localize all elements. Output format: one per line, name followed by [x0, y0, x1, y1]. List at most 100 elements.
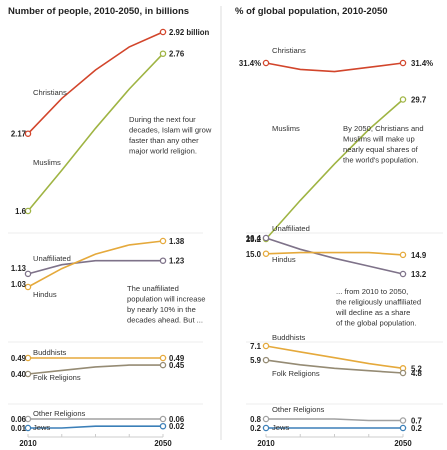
point-muslims-2050	[159, 50, 167, 57]
data-label-folk-religions-start: 0.40	[11, 370, 27, 379]
series-label-jews: Jews	[272, 423, 290, 432]
series-line-unaffiliated	[27, 259, 163, 275]
series-label-hindus: Hindus	[272, 255, 296, 264]
annotation-line: decades ahead. But ...	[127, 316, 203, 325]
chart-title-1: Number of people, 2010-2050, in billions	[8, 6, 189, 17]
point-muslims-2050	[399, 96, 407, 103]
annotation-line: Muslims will make up	[343, 135, 415, 144]
series-label-unaffiliated: Unaffiliated	[272, 224, 310, 233]
data-label-unaffiliated-start: 1.13	[11, 264, 27, 273]
x-tick-label-end: 2050	[394, 439, 412, 448]
series-line-folk-religions	[27, 364, 163, 375]
point-hindus-2050	[399, 251, 407, 259]
data-label-muslims-end: 2.76	[169, 50, 185, 59]
point-hindus-2010	[262, 250, 270, 257]
data-label-unaffiliated-end: 1.23	[169, 257, 185, 266]
series-line-hindus	[27, 240, 164, 288]
data-label-unaffiliated-start: 16.4	[246, 234, 262, 243]
x-tick-label-start: 2010	[19, 439, 37, 448]
annotation-line: the world's population.	[343, 156, 418, 165]
data-label-jews-start: 0.01	[11, 424, 27, 433]
data-label-folk-religions-start: 5.9	[250, 356, 262, 365]
annotation-line: faster than any other	[129, 136, 199, 145]
point-christians-2010	[262, 59, 270, 67]
data-label-hindus-start: 15.0	[246, 250, 262, 259]
data-label-christians-start: 2.17	[11, 130, 26, 139]
series-label-buddhists: Buddhists	[33, 348, 67, 357]
annotation-line: of the global population.	[336, 319, 417, 328]
x-tick-label-start: 2010	[257, 439, 275, 448]
data-label-other-religions-start: 0.8	[250, 415, 262, 424]
point-folk-religions-2010	[262, 356, 270, 364]
point-unaffiliated-2010	[262, 234, 270, 242]
annotation-1-1: During the next four decades, Islam will …	[129, 115, 212, 156]
data-label-buddhists-end: 5.2	[411, 364, 423, 373]
series-label-christians: Christians	[33, 88, 67, 97]
point-folk-religions-2050	[159, 361, 167, 369]
point-jews-2010	[262, 424, 270, 432]
series-line-hindus	[265, 251, 404, 256]
series-line-christians	[27, 31, 164, 135]
data-label-christians-start: 31.4%	[239, 59, 261, 68]
series-label-christians: Christians	[272, 46, 306, 55]
unit-suffix: billion	[184, 28, 209, 37]
point-jews-2050	[399, 424, 407, 432]
data-label-jews-start: 0.2	[250, 424, 262, 433]
series-line-unaffiliated	[265, 237, 404, 275]
point-unaffiliated-2010	[24, 270, 32, 278]
annotation-1-2: The unaffiliated population will increase…	[127, 284, 206, 325]
data-label-unaffiliated-end: 13.2	[411, 270, 427, 279]
point-jews-2010	[24, 424, 32, 432]
annotation-line: decades, Islam will grow	[129, 126, 212, 135]
data-label-folk-religions-end: 4.8	[411, 369, 423, 378]
series-line-christians	[265, 62, 404, 73]
data-label-buddhists-start: 0.49	[11, 354, 27, 363]
annotation-line: the religiously unaffiliated	[336, 298, 421, 307]
data-label-hindus-end: 1.38	[169, 237, 185, 246]
data-label-jews-end: 0.02	[169, 422, 185, 431]
point-other-religions-2010	[24, 415, 32, 423]
series-label-folk-religions: Folk Religions	[33, 373, 81, 382]
data-label-hindus-start: 1.03	[11, 280, 27, 289]
series-line-other-religions	[266, 418, 403, 422]
data-label-other-religions-start: 0.06	[11, 415, 27, 424]
series-line-folk-religions	[265, 359, 404, 374]
series-label-unaffiliated: Unaffiliated	[33, 254, 71, 263]
annotation-line: major world religion.	[129, 147, 197, 156]
data-label-muslims-start: 1.6	[15, 207, 27, 216]
series-label-muslims: Muslims	[272, 124, 300, 133]
point-buddhists-2010	[262, 342, 270, 350]
x-tick-label-end: 2050	[154, 439, 172, 448]
series-line-buddhists	[265, 345, 404, 370]
annotation-line: will decline as a share	[335, 308, 410, 317]
point-unaffiliated-2050	[159, 257, 167, 264]
chart-title-2: % of global population, 2010-2050	[235, 6, 388, 17]
data-label-folk-religions-end: 0.45	[169, 361, 185, 370]
point-unaffiliated-2050	[399, 270, 407, 278]
point-other-religions-2010	[262, 415, 270, 423]
point-muslims-2010	[24, 207, 32, 215]
annotation-line: By 2050, Christians and	[343, 124, 424, 133]
series-label-other-religions: Other Religions	[33, 409, 86, 418]
series-label-buddhists: Buddhists	[272, 333, 306, 342]
annotation-line: The unaffiliated	[127, 284, 179, 293]
data-label-other-religions-end: 0.06	[169, 415, 185, 424]
point-hindus-2050	[159, 237, 167, 245]
annotation-line: population will increase	[127, 295, 206, 304]
data-label-christians-end: 2.92 billion	[169, 28, 210, 37]
point-jews-2050	[159, 422, 167, 430]
data-label-muslims-end: 29.7	[411, 95, 426, 104]
data-label-hindus-end: 14.9	[411, 251, 427, 260]
point-folk-religions-2050	[399, 369, 407, 377]
series-label-muslims: Muslims	[33, 158, 61, 167]
point-christians-2050	[399, 59, 407, 67]
point-christians-2010	[24, 130, 32, 137]
point-other-religions-2050	[159, 415, 167, 423]
data-label-buddhists-start: 7.1	[250, 342, 262, 351]
series-label-hindus: Hindus	[33, 290, 57, 299]
series-label-jews: Jews	[33, 423, 51, 432]
data-label-muslims-start: 23.2	[246, 235, 262, 244]
point-other-religions-2050	[399, 417, 407, 424]
